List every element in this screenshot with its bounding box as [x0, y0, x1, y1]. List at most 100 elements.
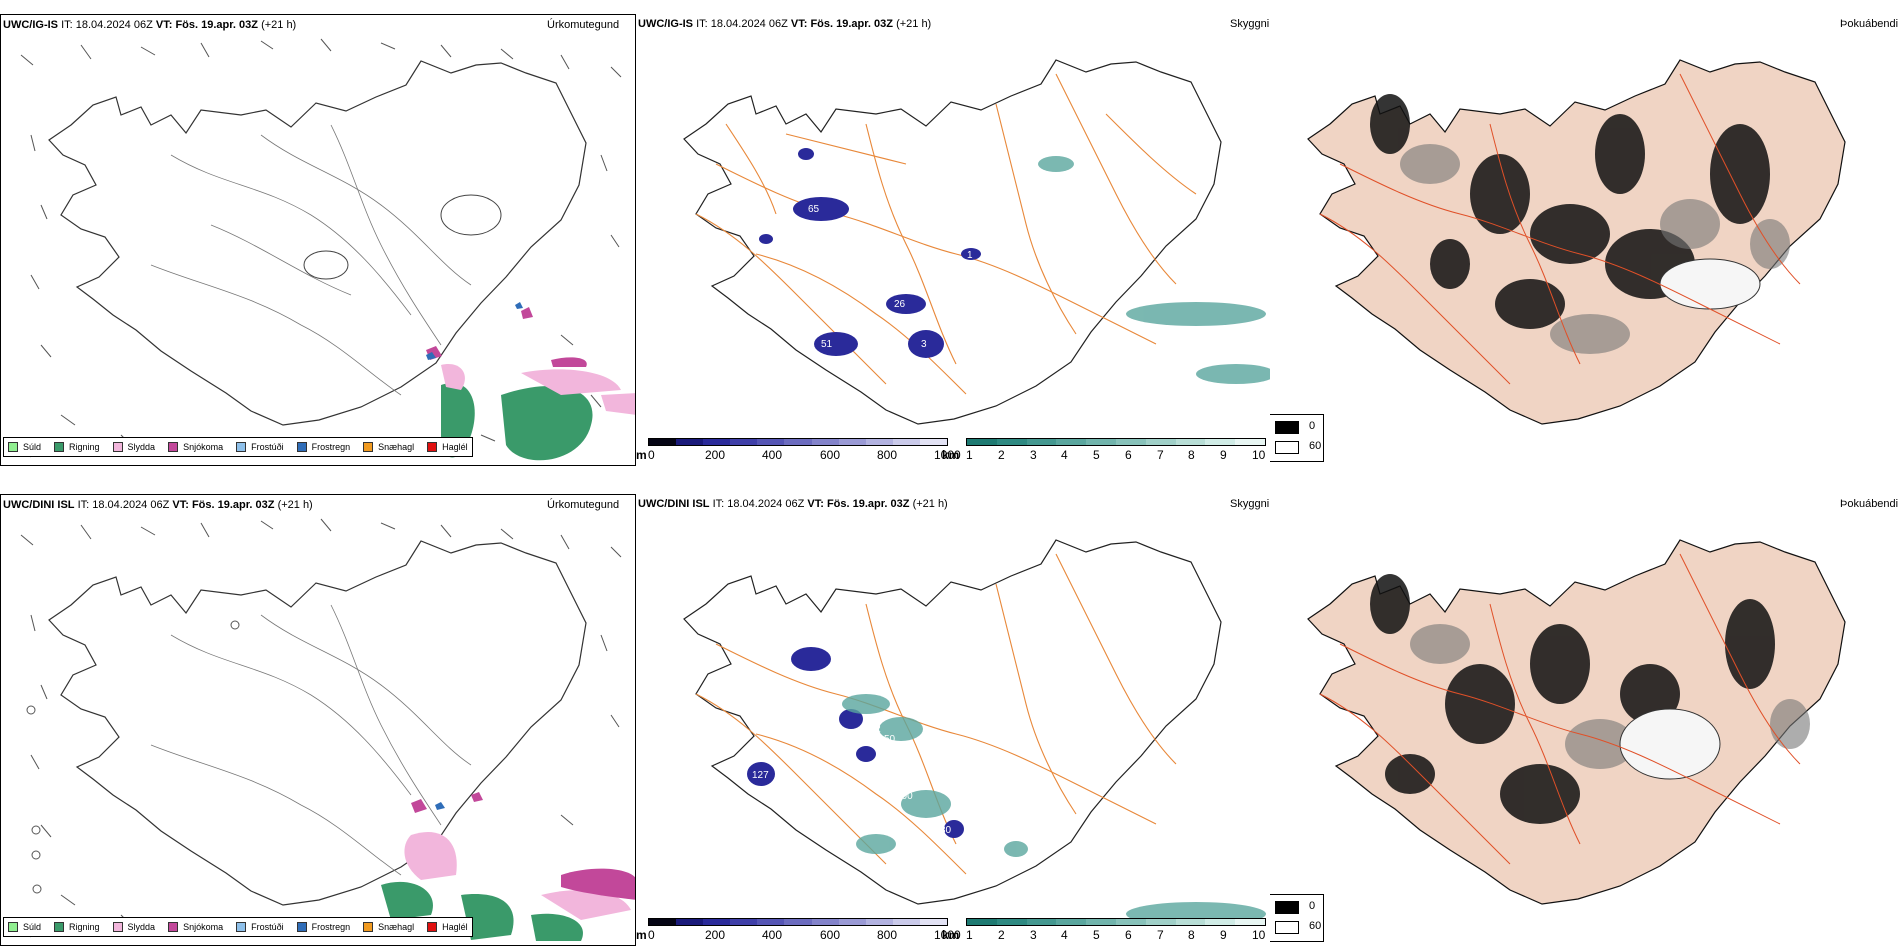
precip-legend-swatch	[54, 442, 65, 452]
colorbar-tick-label: 8	[1188, 928, 1195, 942]
precip-legend-swatch	[296, 442, 307, 452]
cloud-base-label: 100	[896, 791, 913, 802]
precip-legend-item: Rigning	[54, 442, 100, 452]
lead-time: (+21 h)	[277, 499, 313, 511]
colorbar-tick-label: 1	[966, 448, 973, 462]
colorbar-step	[703, 439, 731, 445]
colorbar-step	[649, 439, 677, 445]
precip-legend-item: Snæhagl	[363, 922, 414, 932]
cloud-base-labels: 162 50 08 100 127 30	[752, 724, 952, 836]
iceland-map-cloud-ig: 65 26 51 3 1	[683, 59, 1270, 425]
glacier-clear	[1659, 258, 1761, 310]
colorbar-tick-label: 200	[705, 448, 726, 462]
model-name: UWC/DINI ISL	[3, 499, 75, 511]
panel-header: UWC/IG-IS IT: 18.04.2024 06Z VT: Fös. 19…	[3, 19, 296, 31]
colorbar-step	[1205, 919, 1236, 925]
precip-legend-swatch	[112, 442, 123, 452]
colorbar-tick-label: 0	[648, 928, 655, 942]
precip-field-frzrain	[426, 302, 523, 360]
fog-indicator-panel-ig: Þokuábendi 0 60	[1270, 14, 1900, 466]
precip-legend-swatch	[8, 922, 18, 932]
precip-legend-swatch	[236, 922, 247, 932]
colorbar-step	[892, 439, 920, 445]
valid-label: VT:	[790, 18, 808, 30]
panel-header: UWC/IG-IS IT: 18.04.2024 06Z VT: Fös. 19…	[638, 18, 931, 30]
precip-legend-item: Súld	[8, 922, 41, 932]
iceland-map-cloud-dini: 162 50 08 100 127 30	[683, 539, 1266, 926]
valid-time: Fös. 19.apr. 03Z	[175, 19, 258, 31]
panel-title: Þokuábendi	[1840, 498, 1899, 510]
visibility-unit: km	[942, 448, 960, 462]
iceland-coastline	[683, 59, 1222, 425]
precip-legend-label: Slydda	[127, 922, 156, 932]
init-label: IT:	[696, 18, 708, 30]
precip-legend-label: Snjókoma	[183, 922, 224, 932]
iceland-map-fog-dini	[1307, 539, 1846, 905]
panel-title: Skyggni	[1230, 498, 1270, 510]
fog-field-grey	[1400, 144, 1790, 354]
colorbar-step	[967, 439, 997, 445]
model-name: UWC/IG-IS	[638, 18, 693, 30]
colorbar-tick-label: 7	[1157, 928, 1164, 942]
iceland-coastline	[48, 60, 587, 426]
colorbar-tick-label: 7	[1157, 448, 1164, 462]
lead-time: (+21 h)	[896, 18, 932, 30]
colorbar-step	[1235, 919, 1265, 925]
precip-field-rain	[381, 881, 583, 941]
model-name: UWC/IG-IS	[3, 19, 58, 31]
panel-title: Úrkomutegund	[547, 499, 620, 511]
colorbar-step	[811, 919, 839, 925]
colorbar-step	[1086, 919, 1116, 925]
colorbar-tick-label: 9	[1220, 928, 1227, 942]
precip-legend-label: Snjókoma	[183, 442, 224, 452]
colorbar-step	[757, 439, 785, 445]
lead-time: (+21 h)	[261, 19, 297, 31]
colorbar-step	[730, 919, 758, 925]
precip-legend-swatch	[8, 442, 18, 452]
precip-legend-label: Slydda	[127, 442, 156, 452]
colorbar-step	[1145, 919, 1176, 925]
fog-legend-label: 0	[1309, 420, 1316, 432]
precip-legend-item: Frostúði	[236, 442, 284, 452]
cloud-base-label: 30	[940, 825, 952, 836]
fog-legend-swatch	[1275, 441, 1299, 454]
colorbar-step	[811, 439, 839, 445]
init-time: 18.04.2024 06Z	[75, 19, 153, 31]
precip-legend-label: Frostúði	[251, 442, 284, 452]
cloud-base-colorbar	[648, 918, 948, 926]
precip-legend-swatch	[363, 922, 374, 932]
precip-legend-item: Frostúði	[236, 922, 284, 932]
fog-legend-swatch	[1275, 421, 1299, 434]
precip-legend-item: Snjókoma	[168, 922, 223, 932]
precip-legend-item: Frostregn	[296, 442, 350, 452]
precip-legend-swatch	[168, 922, 179, 932]
cloud-base-panel-dini: 162 50 08 100 127 30 UWC/DINI ISL IT: 18…	[636, 494, 1270, 946]
precip-type-legend: Súld Rigning Slydda Snjókoma Frostúði Frostre…	[3, 917, 473, 937]
colorbar-step	[967, 919, 997, 925]
colorbar-tick-label: 10	[1252, 448, 1266, 462]
colorbar-tick-label: 600	[820, 928, 841, 942]
precip-legend-item: Snæhagl	[363, 442, 414, 452]
precip-legend-label: Súld	[23, 442, 42, 452]
colorbar-tick-label: 6	[1125, 448, 1132, 462]
init-time: 18.04.2024 06Z	[710, 18, 788, 30]
init-time: 18.04.2024 06Z	[92, 499, 170, 511]
model-name: UWC/DINI ISL	[638, 498, 710, 510]
precip-legend-item: Frostregn	[296, 922, 350, 932]
valid-label: VT:	[807, 498, 824, 510]
fog-indicator-panel-dini: Þokuábendi 0 60	[1270, 494, 1900, 946]
road-network	[695, 73, 1197, 395]
colorbar-tick-label: 8	[1188, 448, 1195, 462]
colorbar-tick-label: 10	[1252, 928, 1266, 942]
cloud-base-field	[747, 647, 964, 838]
precip-legend-label: Frostúði	[251, 922, 284, 932]
cloud-base-label: 08	[912, 780, 924, 791]
precip-legend-swatch	[363, 442, 374, 452]
colorbar-step	[1205, 439, 1236, 445]
precip-legend-item: Haglél	[427, 922, 468, 932]
cloud-base-labels: 65 26 51 3 1	[808, 204, 973, 350]
colorbar-step	[1056, 919, 1087, 925]
fog-legend-label: 60	[1309, 920, 1322, 932]
terrain-lines	[150, 124, 472, 396]
colorbar-step	[919, 439, 948, 445]
